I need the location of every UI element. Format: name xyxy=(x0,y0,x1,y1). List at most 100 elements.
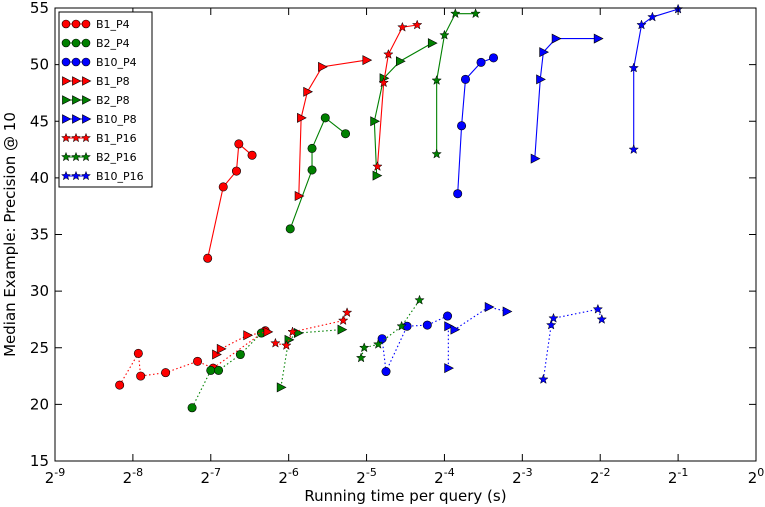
data-point xyxy=(285,224,295,234)
data-point xyxy=(337,324,348,335)
legend-marker xyxy=(62,76,72,86)
data-point xyxy=(439,29,450,40)
data-point xyxy=(427,38,438,49)
legend-marker xyxy=(72,76,82,86)
data-point xyxy=(203,253,213,263)
data-point xyxy=(263,326,274,337)
legend-entry: B1_P8 xyxy=(62,75,130,88)
data-point xyxy=(320,113,330,123)
legend-marker xyxy=(81,19,91,29)
legend-label: B2_P4 xyxy=(96,37,130,50)
legend-marker xyxy=(72,95,82,105)
legend-label: B2_P8 xyxy=(96,94,130,107)
data-point xyxy=(395,56,406,67)
legend-marker xyxy=(60,151,72,162)
series-b1-p8-dotted- xyxy=(212,326,274,360)
data-point xyxy=(187,403,197,413)
data-point xyxy=(281,339,292,350)
legend-marker xyxy=(82,76,92,86)
plot-background xyxy=(55,8,756,461)
data-point xyxy=(287,326,298,337)
legend-entry: B10_P16 xyxy=(60,170,144,183)
data-point xyxy=(444,321,454,332)
data-point xyxy=(536,74,546,85)
legend-label: B1_P4 xyxy=(96,18,130,31)
data-point xyxy=(307,143,317,153)
legend: B1_P4 B2_P4 B10_P4 B1_P8 B2_P8 B10_P8 B1_P16 B2… xyxy=(58,11,153,188)
series-line xyxy=(275,312,348,347)
data-point xyxy=(270,337,281,348)
data-point xyxy=(243,330,254,341)
data-point xyxy=(218,182,228,192)
x-tick-label: 2-3 xyxy=(512,466,533,487)
data-point xyxy=(381,367,391,377)
series-b2-p16-dotted- xyxy=(355,294,425,363)
legend-marker xyxy=(80,170,92,181)
data-point xyxy=(370,116,381,127)
data-point xyxy=(341,129,351,139)
legend-marker xyxy=(71,57,81,67)
data-point xyxy=(450,324,461,335)
data-point xyxy=(337,315,349,326)
y-tick-label: 40 xyxy=(30,169,49,187)
data-point xyxy=(318,61,328,72)
legend-marker xyxy=(82,95,92,105)
legend-marker xyxy=(61,38,71,48)
data-point xyxy=(383,48,394,59)
y-tick-label: 35 xyxy=(30,226,49,244)
x-tick-label: 2-4 xyxy=(434,466,455,487)
legend-label: B10_P8 xyxy=(96,113,137,126)
data-point xyxy=(545,319,557,330)
legend-marker xyxy=(62,114,72,124)
data-point xyxy=(358,342,370,353)
y-tick-label: 45 xyxy=(30,112,49,130)
y-tick-label: 50 xyxy=(30,56,49,74)
series-b2-p16 xyxy=(431,8,481,159)
series-b2-p4 xyxy=(285,113,351,234)
data-point xyxy=(396,320,407,331)
data-point xyxy=(414,294,425,305)
x-tick-label: 2-2 xyxy=(590,466,611,487)
legend-marker xyxy=(82,114,92,124)
series-line xyxy=(542,308,603,380)
legend-marker xyxy=(80,132,92,143)
legend-entry: B1_P16 xyxy=(60,132,137,145)
x-tick-label: 2-1 xyxy=(668,466,689,487)
legend-label: B10_P4 xyxy=(96,56,137,69)
data-point xyxy=(214,365,224,375)
data-point xyxy=(247,150,257,160)
data-point xyxy=(216,343,227,354)
series-b1-p8 xyxy=(294,55,373,201)
legend-marker xyxy=(81,38,91,48)
data-point xyxy=(161,368,171,378)
series-b10-p8-dotted- xyxy=(444,301,513,374)
x-tick-label: 2-6 xyxy=(278,466,299,487)
x-tick-label: 2-9 xyxy=(45,466,66,487)
data-point xyxy=(276,382,287,393)
data-point xyxy=(234,139,244,149)
data-point xyxy=(489,53,499,63)
series-b10-p8 xyxy=(530,33,604,164)
axes-layer: 2-9 2-8 2-7 2-6 2-5 2-4 2-3 2-2 2-1 20 15 20 25 30 35 4… xyxy=(30,0,764,487)
data-point xyxy=(297,112,307,123)
data-point xyxy=(647,11,658,22)
data-point xyxy=(372,338,384,349)
legend-marker xyxy=(71,38,81,48)
legend-label: B2_P16 xyxy=(96,151,137,164)
y-tick-label: 30 xyxy=(30,282,49,300)
legend-marker xyxy=(61,57,71,67)
series-b10-p4 xyxy=(453,53,499,199)
data-point xyxy=(411,19,423,30)
data-point xyxy=(596,313,608,324)
data-point xyxy=(628,62,639,73)
legend-marker xyxy=(61,19,71,29)
legend-marker xyxy=(72,114,82,124)
legend-marker xyxy=(81,57,91,67)
series-layer xyxy=(115,3,684,413)
legend-marker xyxy=(71,19,81,29)
data-point xyxy=(206,365,216,375)
legend-label: B10_P16 xyxy=(96,170,144,183)
data-point xyxy=(235,350,245,360)
x-tick-label: 2-5 xyxy=(356,466,377,487)
